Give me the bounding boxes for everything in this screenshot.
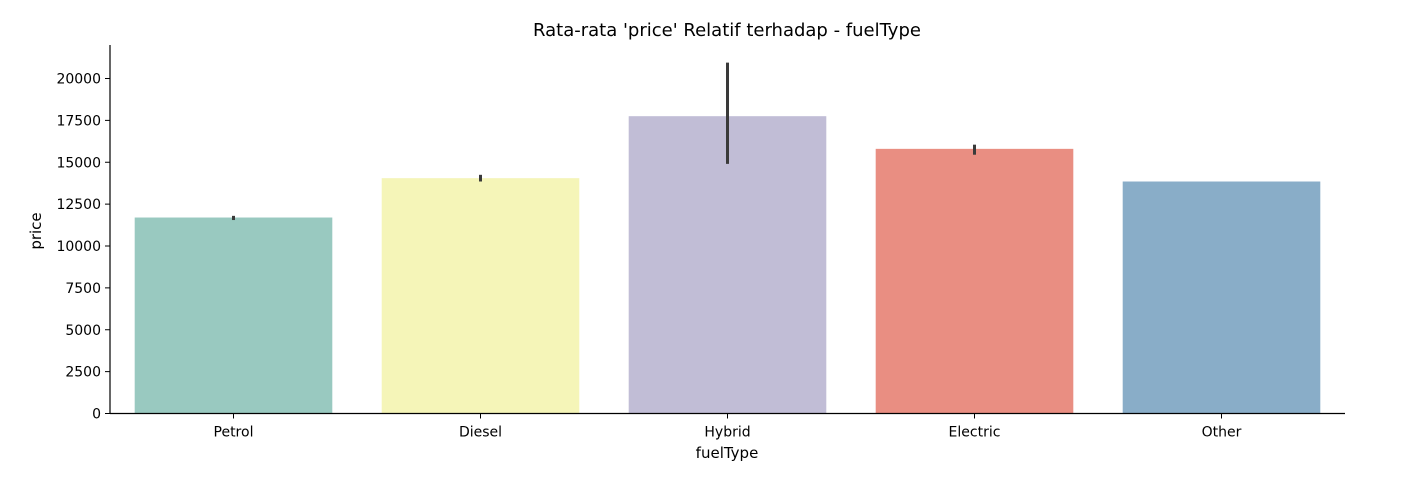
x-tick-label: Hybrid [704, 425, 750, 441]
y-axis-label: price [27, 212, 45, 249]
y-tick-label: 17500 [56, 113, 101, 129]
y-tick-label: 12500 [56, 197, 101, 213]
x-tick-label: Other [1202, 425, 1242, 441]
y-ticks-layer: 0 2500 5000 7500 10000 12500 15000 17500 20000 [56, 72, 110, 423]
x-tick-label: Electric [949, 425, 1001, 441]
y-tick-label: 7500 [65, 281, 101, 297]
chart-title: Rata-rata 'price' Relatif terhadap - fue… [533, 20, 921, 41]
x-tick-label: Diesel [459, 425, 502, 441]
bar-electric [875, 148, 1074, 414]
y-tick-label: 15000 [56, 155, 101, 171]
y-tick-label: 2500 [65, 365, 101, 381]
bar-diesel [381, 178, 580, 414]
bar-petrol [134, 217, 333, 414]
y-tick-label: 10000 [56, 239, 101, 255]
y-tick-label: 0 [92, 407, 101, 423]
x-axis-label: fuelType [696, 444, 759, 462]
error-bars-layer [232, 62, 976, 221]
x-tick-label: Petrol [214, 425, 254, 441]
bars-layer [134, 116, 1321, 414]
y-tick-label: 20000 [56, 72, 101, 88]
bar-other [1122, 181, 1321, 414]
x-ticks-layer: Petrol Diesel Hybrid Electric Other [214, 413, 1242, 441]
y-tick-label: 5000 [65, 323, 101, 339]
bar-hybrid [628, 116, 827, 414]
